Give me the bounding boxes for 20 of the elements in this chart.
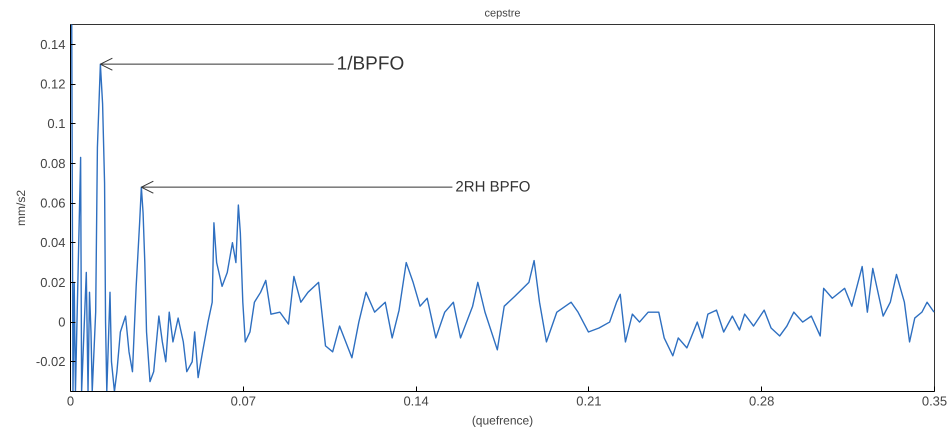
x-tick-label: 0.07 bbox=[230, 394, 256, 408]
y-tick-label: 0.08 bbox=[40, 156, 66, 171]
y-tick-label: 0.14 bbox=[40, 36, 66, 52]
y-tick-label: 0.06 bbox=[40, 196, 66, 211]
annotation: 1/BPFO bbox=[336, 54, 404, 75]
y-tick-label: 0.04 bbox=[40, 235, 66, 250]
x-tick-label: 0.21 bbox=[576, 394, 602, 408]
y-tick-label: -0.02 bbox=[36, 354, 66, 370]
chart-title: cepstre bbox=[484, 8, 521, 20]
x-tick-label: 0.14 bbox=[403, 394, 429, 408]
y-tick-label: 0.02 bbox=[40, 274, 66, 290]
y-axis-title: mm/s2 bbox=[14, 190, 28, 226]
x-axis-title: (quefrence) bbox=[472, 414, 534, 428]
y-tick-label: 0.1 bbox=[47, 116, 66, 132]
annotation: 2RH BPFO bbox=[455, 178, 530, 196]
x-tick-label: 0.28 bbox=[749, 394, 774, 408]
y-tick-label: 0 bbox=[58, 314, 66, 330]
y-tick-label: 0.12 bbox=[40, 76, 66, 92]
x-tick-label: 0.35 bbox=[922, 394, 948, 408]
line-series bbox=[71, 24, 934, 392]
